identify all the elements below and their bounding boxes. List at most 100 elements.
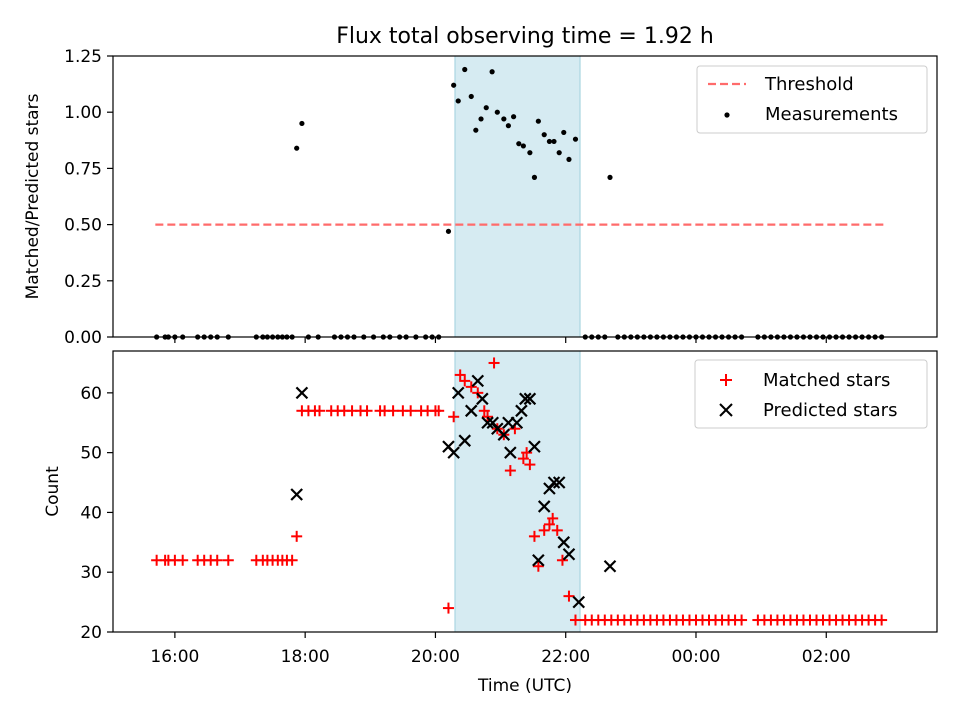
matched-star-point <box>538 524 550 536</box>
measurement-point <box>527 150 533 156</box>
predicted-star-point <box>451 386 465 400</box>
measurement-point <box>478 116 484 122</box>
matched-star-point <box>405 405 417 417</box>
measurement-point <box>451 82 457 88</box>
predicted-star-point <box>510 416 524 430</box>
measurement-point <box>566 156 572 163</box>
matched-star-point <box>211 554 223 566</box>
matched-star-point <box>532 560 544 572</box>
measurement-point <box>468 93 474 100</box>
matched-star-point <box>551 524 563 536</box>
bottom-y-tick-label: 20 <box>80 623 102 643</box>
matched-star-point <box>448 411 460 423</box>
predicted-star-point <box>290 488 303 501</box>
matched-star-point <box>291 530 303 542</box>
measurement-point <box>501 116 507 122</box>
top-y-tick-label: 0.75 <box>64 159 102 179</box>
matched-star-point <box>543 518 555 530</box>
top-legend: Threshold Measurements <box>696 65 928 134</box>
top-plot-frame <box>112 55 938 338</box>
measurement-point <box>445 228 452 234</box>
predicted-star-point <box>464 404 478 418</box>
measurement-point <box>494 109 500 115</box>
top-y-tick-label: 0.25 <box>64 272 102 292</box>
bottom-y-axis-label: Count <box>43 466 63 517</box>
matched-star-point <box>482 411 494 423</box>
matched-star-point <box>547 512 559 524</box>
predicted-star-point <box>523 392 537 406</box>
legend-predicted-swatch <box>719 403 733 417</box>
matched-star-point <box>569 614 581 626</box>
predicted-star-point <box>504 446 517 459</box>
bottom-y-tick-label: 50 <box>80 444 102 464</box>
measurement-point <box>520 143 526 149</box>
top-y-tick-label: 1.00 <box>64 103 102 123</box>
matched-star-point <box>504 465 516 477</box>
matched-star-point <box>528 530 540 542</box>
matched-star-point <box>361 405 373 417</box>
measurement-point <box>535 118 541 124</box>
measurement-point <box>473 127 479 133</box>
predicted-star-point <box>515 404 528 418</box>
predicted-star-point <box>295 386 309 400</box>
measurement-point <box>294 145 300 151</box>
bottom-legend-box <box>694 359 928 429</box>
x-tick-label: 20:00 <box>411 647 460 667</box>
matched-star-point <box>563 590 575 602</box>
predicted-star-point <box>547 476 561 489</box>
measurement-point <box>511 114 517 120</box>
matched-star-point <box>556 554 568 566</box>
predicted-star-point <box>562 547 576 561</box>
measurement-point <box>561 129 567 136</box>
x-axis-label: Time (UTC) <box>477 676 572 696</box>
x-tick-label: 18:00 <box>281 647 330 667</box>
matched-star-point <box>454 369 466 381</box>
measurement-point <box>556 150 562 156</box>
matched-star-point <box>488 357 500 369</box>
matched-star-point <box>177 554 189 566</box>
predicted-star-point <box>481 416 494 430</box>
x-tick-label: 02:00 <box>802 647 851 667</box>
matched-star-point <box>442 602 454 614</box>
predicted-star-point <box>519 392 532 406</box>
observing-window-shade <box>454 350 581 633</box>
matched-star-point <box>478 405 490 417</box>
matched-star-point <box>459 375 471 387</box>
legend-matched-swatch <box>720 374 732 386</box>
measurement-point <box>572 136 579 142</box>
top-y-tick-label: 1.25 <box>64 47 102 67</box>
top-legend-box <box>696 65 928 134</box>
predicted-star-point <box>471 374 485 388</box>
x-tick-label: 22:00 <box>541 647 590 667</box>
measurement-point <box>531 174 538 180</box>
top-subplot: 0.00 0.25 0.50 0.75 1.00 1.25 Matched/Predict… <box>23 47 938 348</box>
measurement-point <box>607 174 613 180</box>
predicted-star-point <box>528 440 541 453</box>
matched-star-point <box>517 453 529 465</box>
predicted-star-point <box>552 476 566 489</box>
measurement-point <box>299 120 305 127</box>
predicted-star-point <box>557 536 571 549</box>
predicted-star-point <box>572 595 586 609</box>
matched-star-point <box>876 614 888 626</box>
matched-star-point <box>465 381 477 393</box>
matched-star-point <box>286 554 298 566</box>
predicted-star-point <box>458 434 472 447</box>
measurement-point <box>505 123 511 129</box>
top-y-tick-label: 0.50 <box>64 216 102 236</box>
bottom-y-tick-label: 60 <box>80 384 102 404</box>
predicted-star-point <box>603 559 617 573</box>
measurement-point <box>489 69 495 75</box>
measurement-point <box>546 138 553 145</box>
legend-threshold-label: Threshold <box>764 74 854 95</box>
bottom-subplot: 20 30 40 50 60 16:00 18:00 20:00 22:00 00:00 02:0… <box>43 350 938 696</box>
chart-title: Flux total observing time = 1.92 h <box>336 24 714 49</box>
measurement-point <box>541 132 547 138</box>
observing-window-shade <box>454 55 581 338</box>
measurement-point <box>551 138 557 145</box>
bottom-y-tick-label: 40 <box>80 503 102 523</box>
x-tick-label: 16:00 <box>150 647 199 667</box>
bottom-y-tick-label: 30 <box>80 563 102 583</box>
predicted-star-point <box>476 392 489 406</box>
